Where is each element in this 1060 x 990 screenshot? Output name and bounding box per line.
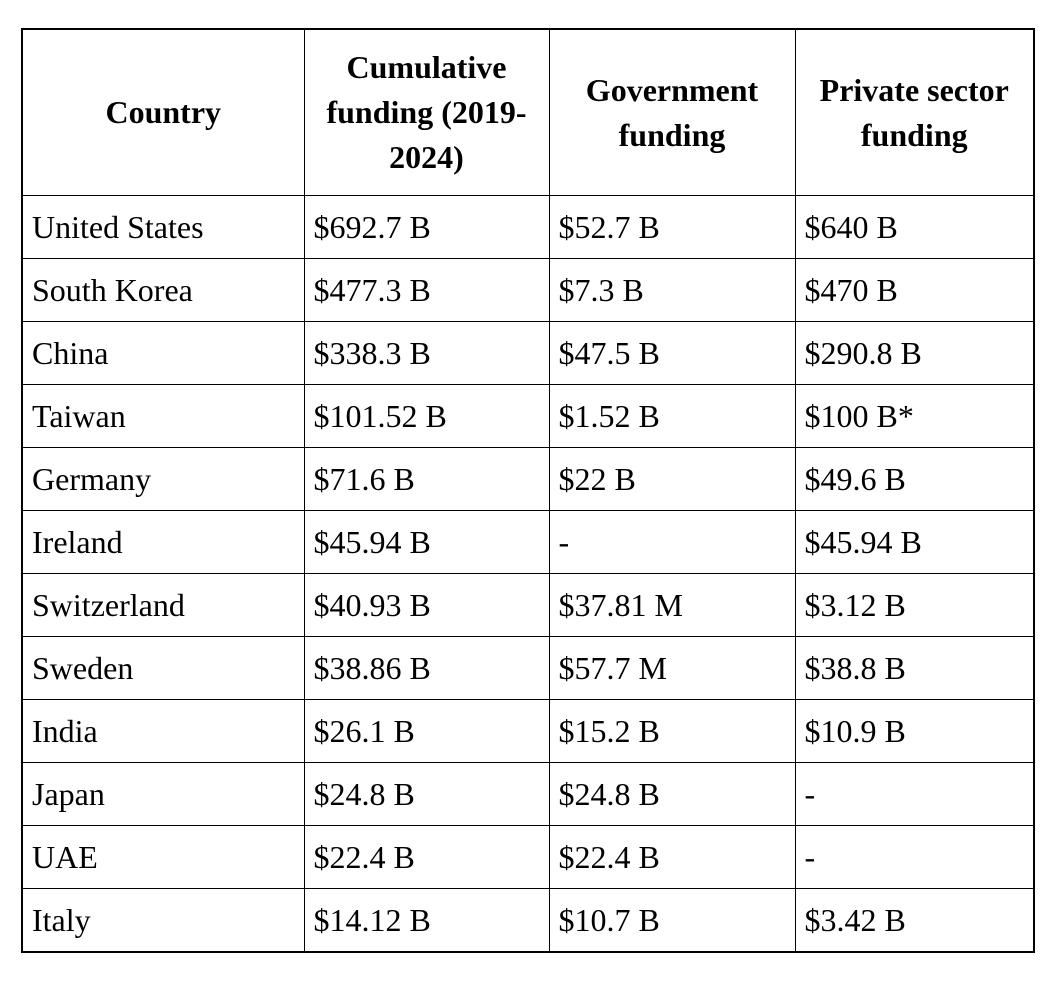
table-row: South Korea $477.3 B $7.3 B $470 B [21, 258, 1035, 322]
cumulative-funding-cell: $477.3 B [303, 258, 550, 322]
cumulative-funding-cell: $24.8 B [303, 762, 550, 826]
government-funding-cell: $24.8 B [548, 762, 796, 826]
cumulative-funding-cell: $101.52 B [303, 384, 550, 448]
government-funding-cell: - [548, 510, 796, 574]
private-sector-funding-cell: $3.42 B [794, 888, 1035, 953]
government-funding-cell: $47.5 B [548, 321, 796, 385]
table-row: United States $692.7 B $52.7 B $640 B [21, 195, 1035, 259]
country-cell: UAE [21, 825, 305, 889]
cumulative-funding-cell: $71.6 B [303, 447, 550, 511]
cumulative-funding-cell: $26.1 B [303, 699, 550, 763]
private-sector-funding-cell: $49.6 B [794, 447, 1035, 511]
table-row: Switzerland $40.93 B $37.81 M $3.12 B [21, 573, 1035, 637]
table-row: Sweden $38.86 B $57.7 M $38.8 B [21, 636, 1035, 700]
funding-table: Country Cumulative funding (2019-2024) G… [21, 28, 1035, 953]
country-cell: Italy [21, 888, 305, 953]
private-sector-funding-cell: $10.9 B [794, 699, 1035, 763]
country-cell: India [21, 699, 305, 763]
cumulative-funding-cell: $45.94 B [303, 510, 550, 574]
country-cell: Switzerland [21, 573, 305, 637]
government-funding-cell: $37.81 M [548, 573, 796, 637]
table-header-row: Country Cumulative funding (2019-2024) G… [21, 28, 1035, 196]
country-cell: Germany [21, 447, 305, 511]
private-sector-funding-cell: $3.12 B [794, 573, 1035, 637]
cumulative-funding-cell: $22.4 B [303, 825, 550, 889]
private-sector-funding-cell: $38.8 B [794, 636, 1035, 700]
cumulative-funding-cell: $38.86 B [303, 636, 550, 700]
table-row: Japan $24.8 B $24.8 B - [21, 762, 1035, 826]
private-sector-funding-cell: $290.8 B [794, 321, 1035, 385]
cumulative-funding-cell: $14.12 B [303, 888, 550, 953]
government-funding-cell: $15.2 B [548, 699, 796, 763]
header-government-funding: Government funding [548, 28, 796, 196]
country-cell: Taiwan [21, 384, 305, 448]
government-funding-cell: $7.3 B [548, 258, 796, 322]
table-row: Germany $71.6 B $22 B $49.6 B [21, 447, 1035, 511]
table-row: Ireland $45.94 B - $45.94 B [21, 510, 1035, 574]
government-funding-cell: $22 B [548, 447, 796, 511]
private-sector-funding-cell: - [794, 825, 1035, 889]
private-sector-funding-cell: $470 B [794, 258, 1035, 322]
table-row: Taiwan $101.52 B $1.52 B $100 B* [21, 384, 1035, 448]
private-sector-funding-cell: - [794, 762, 1035, 826]
private-sector-funding-cell: $640 B [794, 195, 1035, 259]
table-row: Italy $14.12 B $10.7 B $3.42 B [21, 888, 1035, 953]
header-private-sector-funding: Private sector funding [794, 28, 1035, 196]
private-sector-funding-cell: $45.94 B [794, 510, 1035, 574]
table-row: China $338.3 B $47.5 B $290.8 B [21, 321, 1035, 385]
country-cell: South Korea [21, 258, 305, 322]
country-cell: Sweden [21, 636, 305, 700]
government-funding-cell: $57.7 M [548, 636, 796, 700]
cumulative-funding-cell: $692.7 B [303, 195, 550, 259]
government-funding-cell: $22.4 B [548, 825, 796, 889]
country-cell: Japan [21, 762, 305, 826]
country-cell: United States [21, 195, 305, 259]
country-cell: Ireland [21, 510, 305, 574]
government-funding-cell: $10.7 B [548, 888, 796, 953]
government-funding-cell: $1.52 B [548, 384, 796, 448]
government-funding-cell: $52.7 B [548, 195, 796, 259]
country-cell: China [21, 321, 305, 385]
table-row: UAE $22.4 B $22.4 B - [21, 825, 1035, 889]
table-row: India $26.1 B $15.2 B $10.9 B [21, 699, 1035, 763]
table-body: United States $692.7 B $52.7 B $640 B So… [21, 195, 1035, 953]
header-country: Country [21, 28, 305, 196]
private-sector-funding-cell: $100 B* [794, 384, 1035, 448]
cumulative-funding-cell: $40.93 B [303, 573, 550, 637]
cumulative-funding-cell: $338.3 B [303, 321, 550, 385]
header-cumulative-funding: Cumulative funding (2019-2024) [303, 28, 550, 196]
